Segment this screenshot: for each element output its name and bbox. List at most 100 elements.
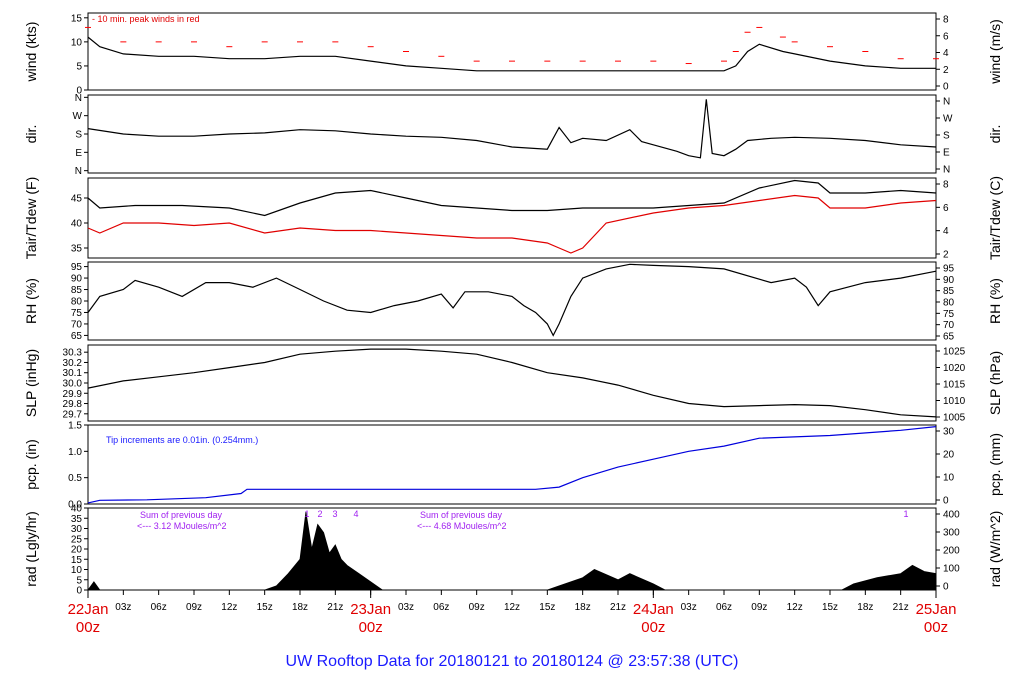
right-tick-label: 300 bbox=[943, 528, 960, 539]
left-tick-label: 80 bbox=[71, 297, 83, 308]
left-tick-label: 29.9 bbox=[63, 389, 83, 400]
x-tick-label: 06z bbox=[151, 602, 167, 613]
radiation-sum-line2: <--- 4.68 MJoules/m^2 bbox=[417, 521, 507, 531]
left-tick-label: 75 bbox=[71, 308, 83, 319]
left-tick-label: 15 bbox=[71, 555, 83, 566]
right-tick-label: 400 bbox=[943, 510, 960, 521]
left-tick-label: 0 bbox=[76, 586, 82, 597]
right-tick-label: 30 bbox=[943, 427, 955, 438]
left-tick-label: 70 bbox=[71, 319, 83, 330]
right-axis-label: pcp. (mm) bbox=[987, 433, 1003, 496]
right-tick-label: 90 bbox=[943, 275, 955, 286]
x-tick-label: 18z bbox=[857, 602, 873, 613]
radiation-sum-line1: Sum of previous day bbox=[420, 510, 503, 520]
left-axis-label: SLP (inHg) bbox=[23, 349, 39, 417]
right-tick-label: 4 bbox=[943, 226, 949, 237]
x-tick-label: 21z bbox=[327, 602, 343, 613]
right-tick-label: 20 bbox=[943, 450, 955, 461]
left-tick-label: 30.0 bbox=[63, 379, 83, 390]
radiation-marker: 3 bbox=[332, 509, 337, 519]
series-wind-0 bbox=[87, 36, 936, 72]
x-tick-label: 21z bbox=[893, 602, 909, 613]
left-tick-label: E bbox=[75, 148, 82, 159]
series-temp-1 bbox=[87, 194, 937, 254]
left-tick-label: 35 bbox=[71, 244, 83, 255]
left-tick-label: 5 bbox=[76, 575, 82, 586]
right-tick-label: 1015 bbox=[943, 380, 966, 391]
right-tick-label: 1005 bbox=[943, 413, 966, 424]
right-tick-label: 0 bbox=[943, 82, 949, 93]
x-tick-label: 12z bbox=[787, 602, 803, 613]
chart-title: UW Rooftop Data for 20180121 to 20180124… bbox=[286, 653, 739, 670]
day-label: 24Jan bbox=[633, 601, 674, 618]
right-tick-label: 70 bbox=[943, 320, 955, 331]
x-tick-label: 03z bbox=[398, 602, 414, 613]
right-tick-label: 8 bbox=[943, 180, 949, 191]
radiation-marker: 4 bbox=[353, 509, 358, 519]
series-rh-0 bbox=[87, 263, 937, 337]
day-label: 25Jan bbox=[916, 601, 957, 618]
left-tick-label: S bbox=[75, 130, 82, 141]
left-tick-label: 1.0 bbox=[68, 447, 82, 458]
left-tick-label: 30.3 bbox=[63, 348, 83, 359]
right-tick-label: 1010 bbox=[943, 396, 966, 407]
left-tick-label: 30 bbox=[71, 524, 83, 535]
x-tick-label: 06z bbox=[716, 602, 732, 613]
x-tick-label: 09z bbox=[186, 602, 202, 613]
right-tick-label: 100 bbox=[943, 564, 960, 575]
series-slp-0 bbox=[87, 348, 937, 418]
right-tick-label: 2 bbox=[943, 65, 949, 76]
right-tick-label: 200 bbox=[943, 546, 960, 557]
radiation-marker: 1 bbox=[903, 509, 908, 519]
x-tick-label: 03z bbox=[681, 602, 697, 613]
right-axis-label: RH (%) bbox=[987, 278, 1003, 324]
right-tick-label: 95 bbox=[943, 264, 955, 275]
radiation-marker: 1 bbox=[304, 509, 309, 519]
right-axis-label: SLP (hPa) bbox=[987, 351, 1003, 415]
right-tick-label: 10 bbox=[943, 473, 955, 484]
right-tick-label: 1025 bbox=[943, 347, 966, 358]
left-tick-label: 0.5 bbox=[68, 473, 82, 484]
left-tick-label: 30.1 bbox=[63, 368, 83, 379]
x-tick-label: 09z bbox=[469, 602, 485, 613]
radiation-sum-line2: <--- 3.12 MJoules/m^2 bbox=[137, 521, 227, 531]
left-tick-label: 29.8 bbox=[63, 399, 83, 410]
left-tick-label: 1.5 bbox=[68, 421, 82, 432]
panel-temp: 35 40 45 2 4 6 8 Tair/Tdew (F) Tair/Tdew (C) bbox=[23, 176, 1003, 261]
panel-frame bbox=[87, 177, 937, 259]
panel-frame bbox=[87, 94, 937, 174]
series-dir-0 bbox=[87, 99, 937, 159]
day-hour-label: 00z bbox=[359, 619, 383, 636]
right-tick-label: 80 bbox=[943, 298, 955, 309]
panel-wind: 0 5 10 15 0 2 4 6 8 wind (kts) wind (m/s) - 10 min.… bbox=[23, 12, 1003, 97]
left-axis-label: pcp. (in) bbox=[23, 439, 39, 490]
panel-pcp: 0.0 0.5 1.0 1.5 0 10 20 30 pcp. (in) pcp. (mm) Tip… bbox=[23, 421, 1003, 511]
panel-frame bbox=[87, 12, 937, 91]
x-tick-label: 15z bbox=[539, 602, 555, 613]
left-tick-label: 29.7 bbox=[63, 409, 83, 420]
right-axis-label: dir. bbox=[987, 125, 1003, 144]
left-axis-label: Tair/Tdew (F) bbox=[23, 177, 39, 259]
day-hour-label: 00z bbox=[924, 619, 948, 636]
day-hour-label: 00z bbox=[641, 619, 665, 636]
left-axis-label: RH (%) bbox=[23, 278, 39, 324]
radiation-sum-line1: Sum of previous day bbox=[140, 510, 223, 520]
right-tick-label: 6 bbox=[943, 31, 949, 42]
left-tick-label: 65 bbox=[71, 331, 83, 342]
left-tick-label: 30.2 bbox=[63, 358, 83, 369]
annotation: - 10 min. peak winds in red bbox=[92, 14, 200, 24]
left-tick-label: 90 bbox=[71, 274, 83, 285]
annotation: Tip increments are 0.01in. (0.254mm.) bbox=[106, 435, 258, 445]
x-axis: 03z 06z 09z 12z 15z 18z 21z 03z 06z 09z 12z 15z 18z 2… bbox=[68, 590, 957, 636]
left-tick-label: W bbox=[73, 111, 83, 122]
right-axis-label: rad (W/m^2) bbox=[987, 511, 1003, 588]
left-tick-label: 85 bbox=[71, 285, 83, 296]
panel-frame bbox=[87, 424, 937, 505]
radiation-marker: 2 bbox=[317, 509, 322, 519]
left-tick-label: 40 bbox=[71, 504, 83, 515]
